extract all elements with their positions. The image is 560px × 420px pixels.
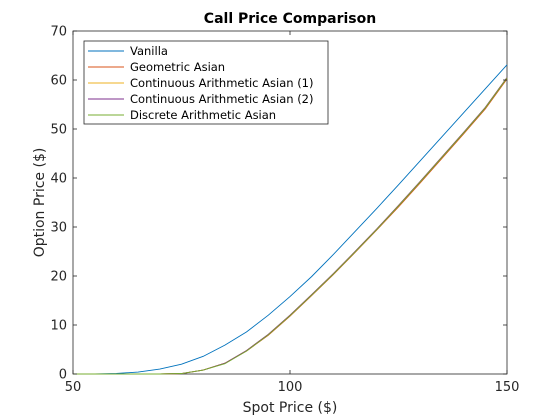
y-tick-label-5: 50	[50, 123, 67, 138]
y-axis-title: Option Price ($)	[32, 148, 48, 258]
series-line-4	[73, 77, 508, 375]
legend-label-1: Geometric Asian	[130, 60, 225, 74]
legend-box	[83, 40, 329, 125]
legend: Vanilla Geometric Asian Continuous Arithme…	[83, 40, 329, 125]
y-tick-label-2: 20	[50, 270, 67, 285]
legend-label-4: Discrete Arithmetic Asian	[130, 108, 276, 122]
y-tick-label-4: 40	[50, 172, 67, 187]
x-axis-title: Spot Price ($)	[243, 400, 338, 416]
y-tick-label-0: 0	[59, 368, 67, 383]
x-tick-label-1: 100	[278, 380, 303, 395]
y-tick-label-7: 70	[50, 25, 67, 40]
legend-label-0: Vanilla	[130, 44, 168, 58]
y-tick-label-3: 30	[50, 221, 67, 236]
series-layer	[73, 64, 508, 375]
y-tick-label-1: 10	[50, 319, 67, 334]
series-line-0	[73, 64, 508, 375]
legend-label-2: Continuous Arithmetic Asian (1)	[130, 76, 314, 90]
y-tick-label-6: 60	[50, 74, 67, 89]
tick-layer: 50 100 150 0 10 20 30 40 50 60 70	[50, 25, 519, 396]
x-tick-label-0: 50	[65, 380, 82, 395]
chart-title: Call Price Comparison	[204, 11, 376, 27]
legend-label-3: Continuous Arithmetic Asian (2)	[130, 92, 314, 106]
x-tick-label-2: 150	[495, 380, 520, 395]
